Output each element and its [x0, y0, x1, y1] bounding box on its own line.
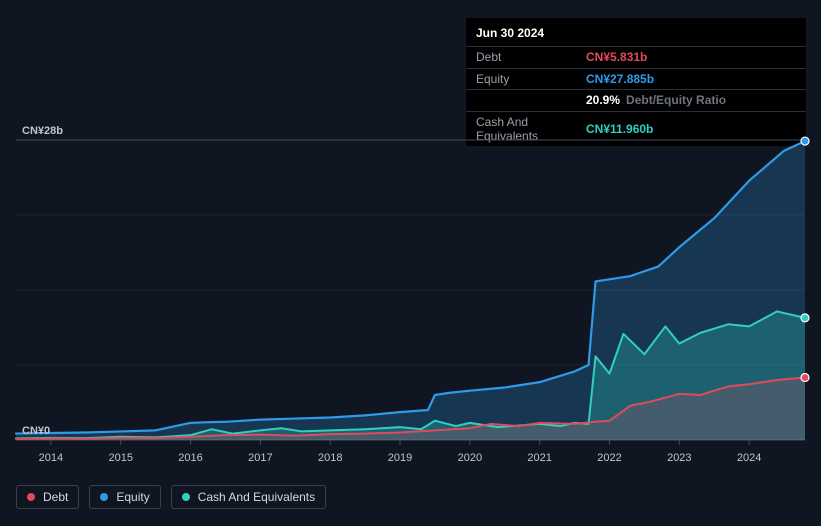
- x-axis-tick: 2015: [108, 452, 132, 464]
- legend-dot-icon: [182, 493, 190, 501]
- y-axis-tick: CN¥28b: [22, 125, 63, 137]
- tooltip-value: CN¥27.885b: [586, 72, 654, 86]
- tooltip-label: Debt: [476, 50, 586, 64]
- x-axis: 2014 2015 2016 2017 2018 2019 2020 2021 2022 2023…: [16, 448, 805, 468]
- legend-item[interactable]: Equity: [89, 485, 160, 509]
- legend-dot-icon: [27, 493, 35, 501]
- y-axis-tick: CN¥0: [22, 425, 50, 437]
- tooltip-value: 20.9%: [586, 93, 620, 107]
- tooltip-value: CN¥11.960b: [586, 122, 653, 136]
- legend-label: Cash And Equivalents: [198, 490, 315, 504]
- x-axis-tick: 2017: [248, 452, 272, 464]
- legend-label: Equity: [116, 490, 149, 504]
- x-axis-tick: 2023: [667, 452, 691, 464]
- x-axis-tick: 2018: [318, 452, 342, 464]
- chart-tooltip: Jun 30 2024 DebtCN¥5.831bEquityCN¥27.885…: [466, 18, 806, 146]
- legend-label: Debt: [43, 490, 68, 504]
- chart-legend: Debt Equity Cash And Equivalents: [16, 485, 326, 509]
- x-axis-tick: 2019: [388, 452, 412, 464]
- x-axis-tick: 2022: [597, 452, 621, 464]
- tooltip-row: EquityCN¥27.885b: [466, 68, 806, 89]
- tooltip-row: DebtCN¥5.831b: [466, 46, 806, 67]
- x-axis-tick: 2024: [737, 452, 761, 464]
- x-axis-tick: 2014: [39, 452, 63, 464]
- chart-svg: [16, 140, 805, 440]
- x-axis-tick: 2020: [458, 452, 482, 464]
- debt-equity-chart: CN¥28bCN¥0: [16, 140, 805, 440]
- tooltip-value: CN¥5.831b: [586, 50, 647, 64]
- x-axis-tick: 2021: [527, 452, 551, 464]
- legend-dot-icon: [100, 493, 108, 501]
- tooltip-label: Equity: [476, 72, 586, 86]
- tooltip-date: Jun 30 2024: [466, 22, 806, 46]
- legend-item[interactable]: Cash And Equivalents: [171, 485, 326, 509]
- tooltip-suffix: Debt/Equity Ratio: [626, 93, 726, 107]
- legend-item[interactable]: Debt: [16, 485, 79, 509]
- x-axis-tick: 2016: [178, 452, 202, 464]
- tooltip-row: 20.9% Debt/Equity Ratio: [466, 89, 806, 110]
